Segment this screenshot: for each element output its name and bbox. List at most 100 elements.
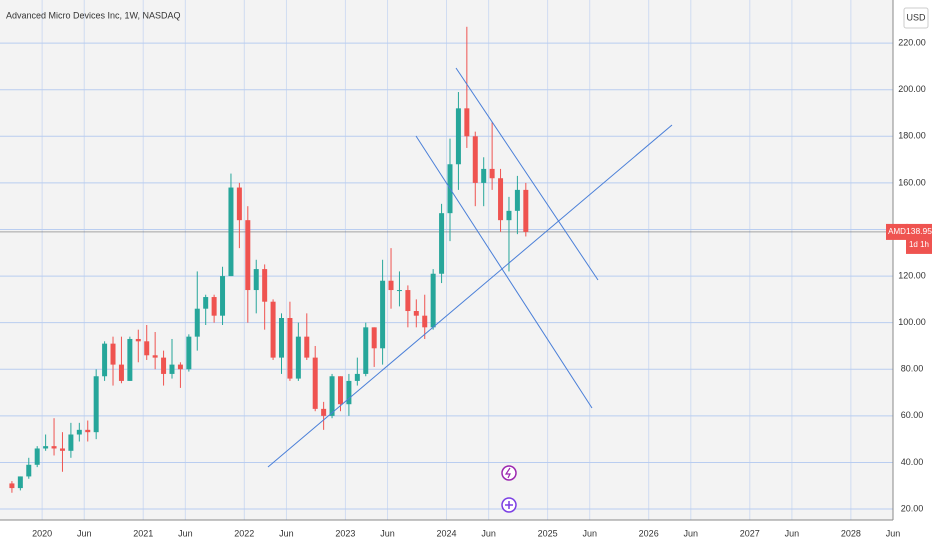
y-tick-label: 80.00	[901, 364, 924, 374]
candle-body	[152, 355, 158, 358]
x-tick-label: Jun	[886, 528, 901, 538]
candle-body	[262, 269, 268, 302]
y-tick-label: 40.00	[901, 457, 924, 467]
candle-body	[203, 297, 209, 309]
candle-body	[26, 464, 32, 477]
candles	[9, 26, 529, 493]
x-tick-label: 2020	[32, 528, 52, 538]
y-tick-label: 220.00	[898, 37, 926, 47]
x-tick-label: 2023	[335, 528, 355, 538]
candle-body	[346, 380, 352, 405]
candle-body	[464, 108, 470, 137]
candle-body	[177, 364, 183, 370]
candle-body	[413, 311, 419, 316]
x-tick-label: Jun	[77, 528, 92, 538]
candle-body	[371, 327, 377, 349]
candle-body	[498, 178, 504, 221]
candle-body	[161, 357, 167, 374]
symbol-tag	[886, 223, 908, 240]
candle-body	[396, 290, 402, 292]
candle-body	[270, 301, 276, 358]
candle-body	[304, 336, 310, 358]
currency-box[interactable]	[903, 7, 929, 29]
candle-body	[76, 429, 82, 435]
candle-body	[51, 446, 57, 449]
candle-body	[295, 336, 301, 379]
candle-body	[59, 448, 65, 451]
x-tick-label: Jun	[481, 528, 496, 538]
candle-body	[93, 376, 99, 433]
event-icons	[501, 465, 517, 513]
event-icon-glyph	[504, 467, 511, 479]
chart-title: Advanced Micro Devices Inc, 1W, NASDAQ	[6, 10, 181, 20]
candle-body	[220, 276, 226, 316]
drawings	[267, 67, 673, 468]
candle-body	[236, 187, 242, 221]
trend-line	[455, 67, 599, 281]
candle-body	[43, 446, 49, 449]
y-tick-label: 60.00	[901, 410, 924, 420]
x-tick-label: Jun	[380, 528, 395, 538]
x-tick-label: Jun	[785, 528, 800, 538]
candle-body	[422, 315, 428, 328]
candle-body	[523, 189, 529, 232]
x-tick-label: 2024	[436, 528, 456, 538]
candle-body	[68, 434, 74, 451]
x-tick-label: 2025	[538, 528, 558, 538]
y-tick-label: 20.00	[901, 503, 924, 513]
candle-body	[363, 327, 369, 374]
candle-body	[472, 136, 478, 183]
candle-body	[430, 273, 436, 328]
candle-body	[455, 108, 461, 165]
candle-body	[228, 187, 234, 277]
candle-body	[489, 168, 495, 179]
y-tick-label: 200.00	[898, 84, 926, 94]
axes: 20.0040.0060.0080.00100.00120.00140.0016…	[32, 37, 932, 538]
candle-body	[439, 213, 445, 274]
candle-body	[514, 189, 520, 211]
y-tick-label: 100.00	[898, 317, 926, 327]
candle-body	[211, 297, 217, 316]
price-axis	[893, 0, 932, 550]
candle-body	[9, 483, 15, 489]
candle-body	[144, 341, 150, 356]
candle-body	[34, 448, 40, 465]
candle-body	[110, 343, 116, 365]
candle-body	[102, 343, 108, 377]
price-label: 138.95	[906, 226, 932, 236]
candle-body	[287, 318, 293, 379]
time-axis	[0, 520, 893, 550]
candle-body	[329, 376, 335, 416]
x-tick-label: Jun	[279, 528, 294, 538]
trend-line	[267, 124, 673, 468]
candle-body	[337, 376, 343, 405]
y-tick-label: 120.00	[898, 270, 926, 280]
x-tick-label: Jun	[582, 528, 597, 538]
candle-body	[245, 220, 251, 291]
x-tick-label: 2028	[841, 528, 861, 538]
price-tag	[906, 223, 932, 254]
x-tick-label: 2027	[740, 528, 760, 538]
x-tick-label: 2021	[133, 528, 153, 538]
candle-body	[253, 269, 259, 291]
symbol-label: AMD	[888, 227, 906, 236]
x-tick-label: 2026	[639, 528, 659, 538]
candle-body	[481, 168, 487, 183]
candle-body	[321, 408, 327, 416]
y-tick-label: 180.00	[898, 131, 926, 141]
event-icon[interactable]	[501, 465, 517, 481]
candle-body	[127, 338, 133, 381]
grid	[0, 0, 894, 520]
y-tick-label: 160.00	[898, 177, 926, 187]
event-icon-glyph	[505, 501, 513, 509]
candle-body	[85, 429, 91, 433]
candle-body	[380, 280, 386, 349]
countdown-label: 1d 1h	[909, 240, 929, 249]
candle-body	[279, 318, 285, 358]
candle-body	[194, 308, 200, 337]
trend-line	[415, 135, 593, 409]
candle-body	[17, 476, 23, 489]
candle-body	[118, 364, 124, 381]
candle-body	[388, 280, 394, 291]
